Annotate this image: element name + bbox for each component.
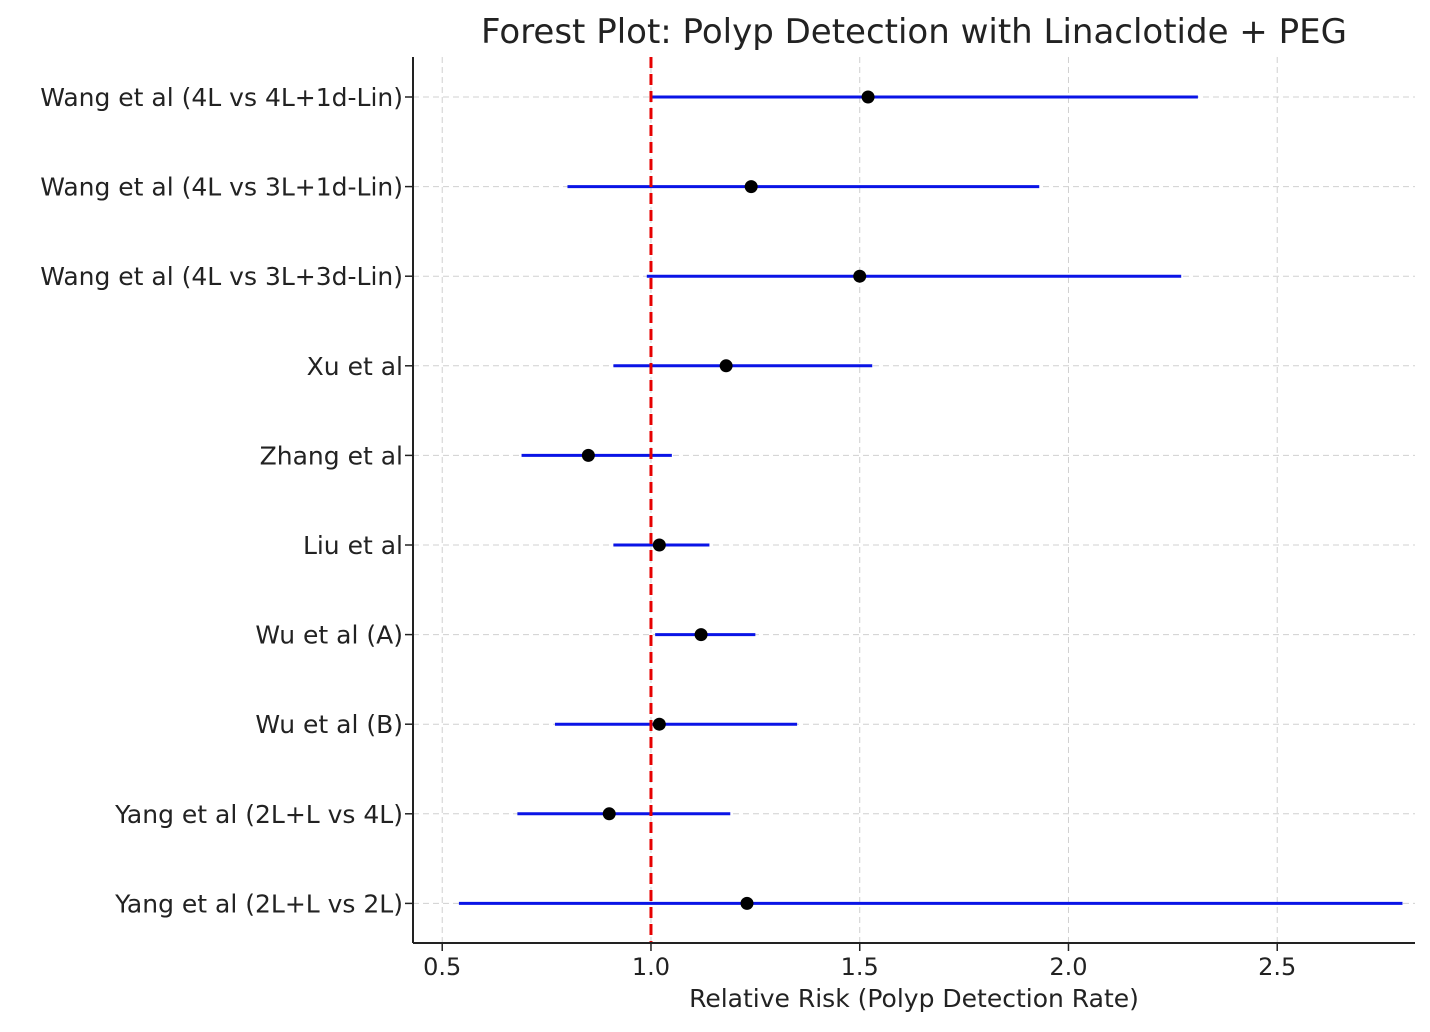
study-label: Wu et al (B) [255,710,403,739]
x-axis-label: Relative Risk (Polyp Detection Rate) [689,984,1139,1013]
study-label: Wang et al (4L vs 4L+1d-Lin) [40,83,403,112]
study-label: Zhang et al [260,441,403,470]
study-label: Xu et al [307,352,403,381]
rr-point [853,269,867,283]
study-label: Wu et al (A) [255,621,403,650]
rr-point [694,628,708,642]
rr-point [740,896,754,910]
grid-layer [413,57,1415,943]
rr-point [652,538,666,552]
point-layer [581,90,875,910]
study-label: Liu et al [303,531,403,560]
rr-point [581,448,595,462]
x-tick-label: 0.5 [423,953,461,981]
study-label: Wang et al (4L vs 3L+1d-Lin) [40,173,403,202]
study-label: Yang et al (2L+L vs 4L) [114,800,403,829]
axis-layer [405,57,1415,951]
x-tick-label: 1.5 [841,953,879,981]
x-tick-label: 2.0 [1049,953,1087,981]
study-label: Yang et al (2L+L vs 2L) [114,889,403,918]
chart-title: Forest Plot: Polyp Detection with Linacl… [481,12,1347,52]
rr-point [652,717,666,731]
ci-layer [458,95,1403,905]
rr-point [744,180,758,194]
x-tick-label: 1.0 [632,953,670,981]
label-layer: 0.5 1.0 1.5 2.0 2.5 Wang et al (4L vs 4L+1d-L… [40,83,1296,981]
rr-point [602,807,616,821]
rr-point [861,90,875,104]
x-tick-label: 2.5 [1258,953,1296,981]
study-label: Wang et al (4L vs 3L+3d-Lin) [40,262,403,291]
rr-point [719,359,733,373]
